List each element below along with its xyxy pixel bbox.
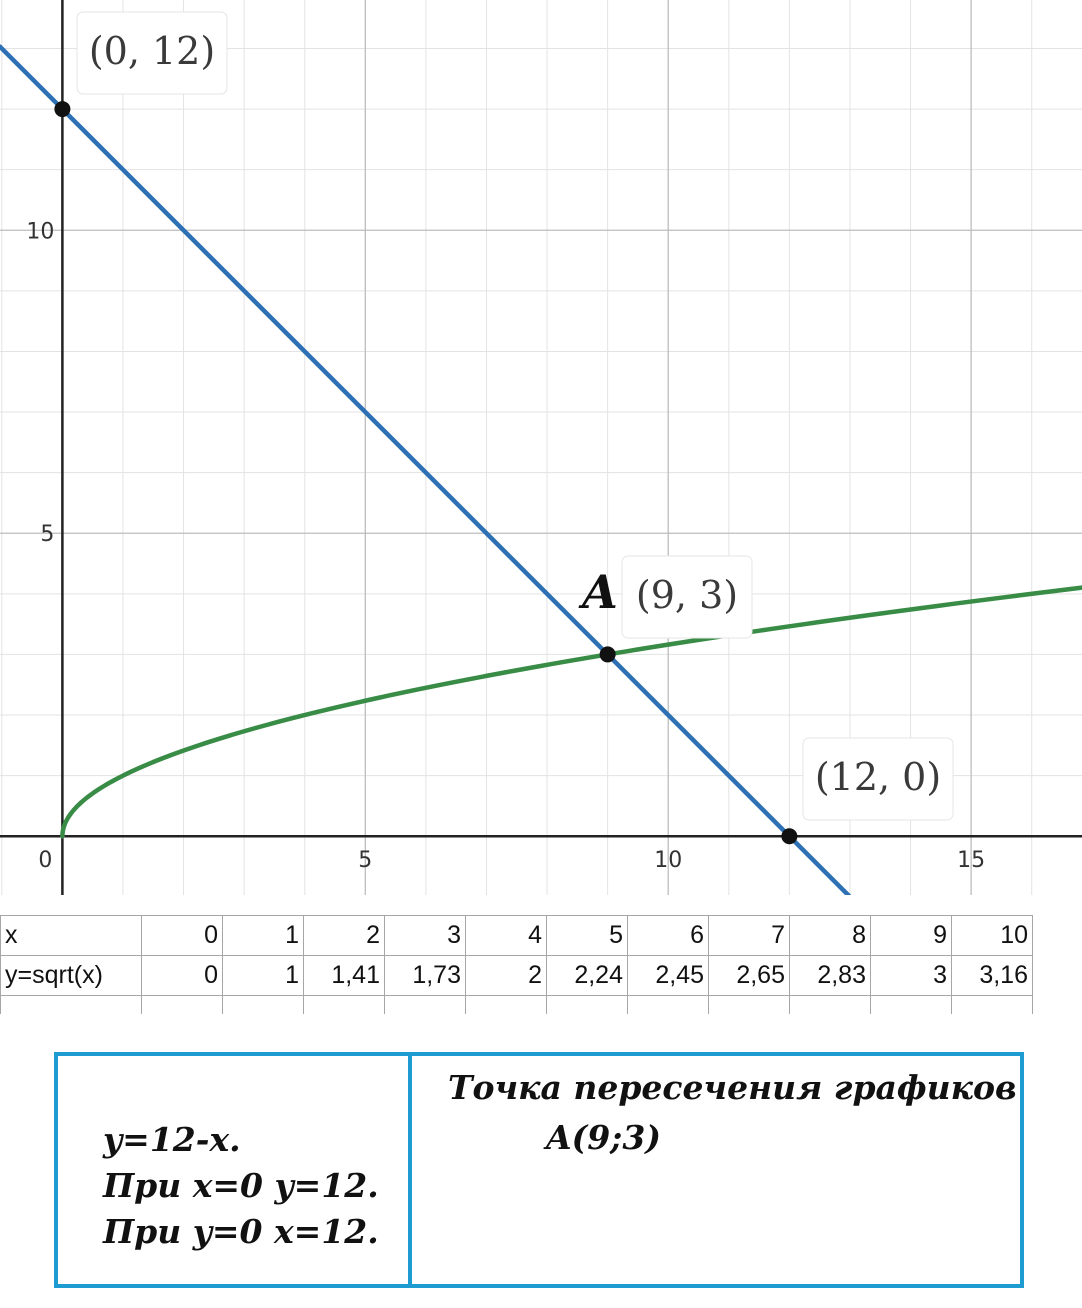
table-row: x 0 1 2 3 4 5 6 7 8 9 10: [0, 915, 1033, 956]
table-row-header: x: [0, 915, 142, 956]
intersection-point: [599, 646, 616, 663]
note-left-line: При x=0 y=12.: [103, 1166, 379, 1205]
table-row: y=sqrt(x) 0 1 1,41 1,73 2 2,24 2,45 2,65 2,83 3 3,1…: [0, 955, 1033, 996]
point-labels: (0, 12) (9, 3) A (12, 0): [76, 11, 954, 821]
grid-minor: [0, 0, 1082, 895]
point-label-text: (12, 0): [815, 755, 941, 799]
table-spacer-cell: [708, 995, 790, 1014]
values-table: x 0 1 2 3 4 5 6 7 8 9 10 y=sqrt(x) 0 1 1,41 1,73 2 2,24 2,4…: [0, 915, 1033, 1014]
table-cell: 3,16: [951, 955, 1033, 996]
y-tick-label: 10: [26, 219, 54, 244]
point-label-box: [802, 737, 954, 821]
table-cell: 2: [303, 915, 385, 956]
y-tick-label: 5: [40, 522, 54, 547]
x-tick-label: 10: [654, 848, 682, 873]
table-cell: 2: [465, 955, 547, 996]
point-label: (9, 3) A: [578, 555, 753, 639]
table-spacer-cell: [222, 995, 304, 1014]
table-cell: 10: [951, 915, 1033, 956]
x-tick-label: 15: [957, 848, 985, 873]
x-tick-label: 0: [38, 848, 52, 873]
table-cell: 2,83: [789, 955, 871, 996]
note-left-line: При y=0 x=12.: [103, 1212, 379, 1251]
table-cell: 8: [789, 915, 871, 956]
point-label-box: [621, 555, 753, 639]
x-tick-label: 5: [358, 848, 372, 873]
point-label-text: (9, 3): [636, 573, 738, 617]
table-cell: 1: [222, 955, 304, 996]
point-label-box: [76, 11, 228, 95]
graph-plot: 0 5 10 15 5 10 (0, 12) (9, 3) A (12, 0): [0, 0, 1082, 895]
table-spacer-cell: [627, 995, 709, 1014]
table-spacer-row: [0, 995, 1033, 1014]
curves: [0, 44, 1082, 895]
table-cell: 7: [708, 915, 790, 956]
table-cell: 2,24: [546, 955, 628, 996]
table-spacer-cell: [465, 995, 547, 1014]
table-cell: 9: [870, 915, 952, 956]
intersection-point: [54, 101, 71, 118]
tick-labels: 0 5 10 15 5 10: [26, 219, 985, 873]
table-cell: 2,45: [627, 955, 709, 996]
curve-sqrt-x: [60, 585, 1082, 839]
table-spacer-cell: [789, 995, 871, 1014]
table-cell: 5: [546, 915, 628, 956]
table-cell: 2,65: [708, 955, 790, 996]
table-cell: 0: [141, 955, 223, 996]
line-12-minus-x: [0, 44, 852, 895]
table-cell: 6: [627, 915, 709, 956]
table-row-header: y=sqrt(x): [0, 955, 142, 996]
table-cell: 1: [222, 915, 304, 956]
point-label-name: A: [578, 565, 618, 619]
table-spacer-cell: [141, 995, 223, 1014]
note-right-line: A(9;3): [546, 1118, 661, 1157]
note-left-cell: y=12-x. При x=0 y=12. При y=0 x=12.: [58, 1056, 412, 1284]
table-spacer-cell: [384, 995, 466, 1014]
table-spacer-cell: [870, 995, 952, 1014]
note-right-line: Точка пересечения графиков: [448, 1068, 1017, 1107]
point-label: (12, 0): [802, 737, 954, 821]
table-spacer-cell: [303, 995, 385, 1014]
table-cell: 0: [141, 915, 223, 956]
note-right-cell: Точка пересечения графиков A(9;3): [412, 1056, 1020, 1284]
point-label-text: (0, 12): [89, 29, 215, 73]
axes: [0, 0, 1082, 895]
note-box: y=12-x. При x=0 y=12. При y=0 x=12. Точк…: [54, 1052, 1024, 1288]
table-spacer-cell: [951, 995, 1033, 1014]
intersection-point: [781, 828, 798, 845]
table-cell: 3: [384, 915, 466, 956]
point-label: (0, 12): [76, 11, 228, 95]
table-cell: 3: [870, 955, 952, 996]
table-cell: 1,41: [303, 955, 385, 996]
note-left-line: y=12-x.: [103, 1120, 241, 1159]
points: [54, 101, 798, 845]
table-spacer-cell: [546, 995, 628, 1014]
table-cell: 4: [465, 915, 547, 956]
table-cell: 1,73: [384, 955, 466, 996]
table-spacer-cell: [0, 995, 142, 1014]
